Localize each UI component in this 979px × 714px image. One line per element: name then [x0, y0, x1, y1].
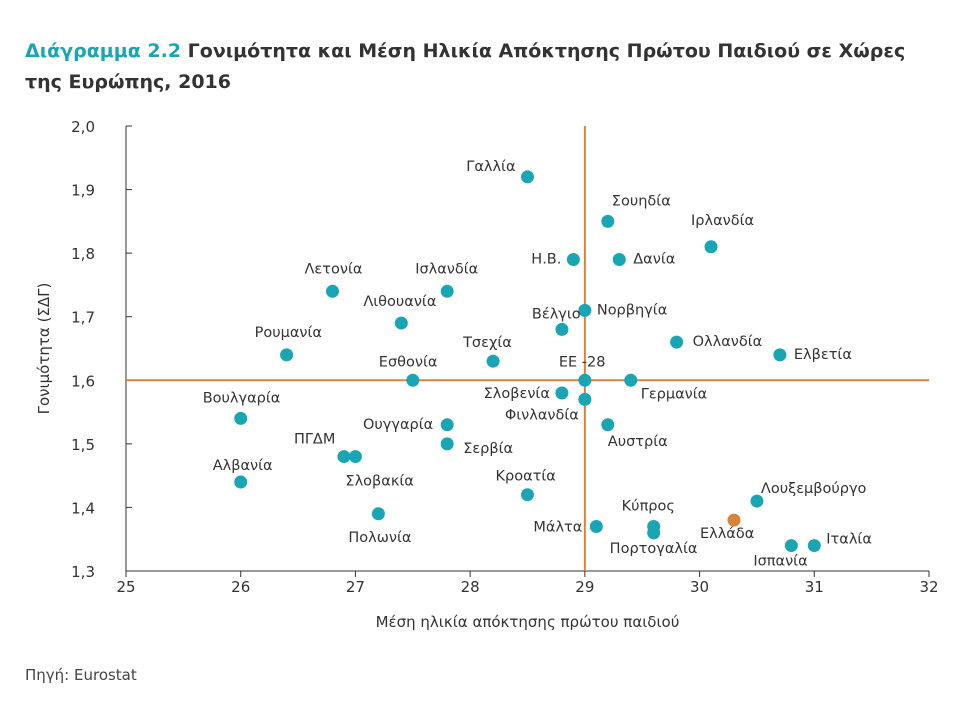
data-label-Σερβία: Σερβία	[463, 441, 513, 457]
data-label-Πορτογαλία: Πορτογαλία	[610, 541, 698, 557]
data-point-Ιρλανδία	[704, 240, 718, 254]
data-point-Λιθουανία	[394, 316, 408, 330]
x-tick-label: 30	[690, 578, 709, 596]
data-label-Ελλάδα: Ελλάδα	[700, 526, 754, 542]
data-label-Μάλτα: Μάλτα	[533, 520, 582, 536]
data-point-ΕΕ--28	[578, 373, 592, 387]
data-point-Κροατία	[521, 488, 534, 502]
x-tick-label: 32	[919, 578, 938, 596]
data-point-Ρουμανία	[280, 348, 294, 362]
data-label-Βέλγιο: Βέλγιο	[532, 306, 581, 322]
data-label-Τσεχία: Τσεχία	[462, 335, 512, 351]
y-tick-label: 1,3	[71, 563, 95, 581]
data-label-Δανία: Δανία	[633, 252, 675, 268]
data-point-Σλοβακία	[348, 450, 362, 464]
data-label-Ιταλία: Ιταλία	[826, 532, 872, 548]
data-label-Βουλγαρία: Βουλγαρία	[203, 390, 281, 406]
data-point-Η.Β.	[566, 253, 580, 266]
y-tick-label: 1,7	[71, 309, 95, 327]
y-tick-label: 1,9	[71, 182, 95, 200]
x-tick-label: 31	[805, 578, 824, 596]
data-point-Λετονία	[325, 284, 339, 298]
data-point-Λουξεμβούργο	[750, 494, 764, 508]
y-axis-label: Γονιμότητα (ΣΔΓ)	[35, 283, 53, 415]
y-tick-label: 1,8	[71, 245, 95, 263]
data-label-Ολλανδία: Ολλανδία	[693, 334, 763, 350]
data-label-Σλοβενία: Σλοβενία	[484, 386, 550, 402]
data-point-Σλοβενία	[555, 386, 569, 400]
y-tick-label: 2,0	[71, 118, 95, 136]
data-label-Γαλλία: Γαλλία	[466, 159, 515, 175]
data-point-Φινλανδία	[578, 392, 592, 406]
data-label-Νορβηγία: Νορβηγία	[597, 302, 667, 318]
x-axis-label: Μέση ηλικία απόκτησης πρώτου παιδιού	[376, 613, 680, 631]
y-tick-label: 1,6	[71, 372, 95, 390]
data-label-Ουγγαρία: Ουγγαρία	[363, 417, 433, 433]
data-point-Βουλγαρία	[234, 411, 248, 425]
data-label-Σλοβακία: Σλοβακία	[345, 474, 413, 490]
data-point-Ολλανδία	[670, 335, 684, 349]
x-tick-label: 27	[346, 578, 365, 596]
data-point-Γαλλία	[521, 170, 534, 184]
data-label-Ρουμανία: Ρουμανία	[255, 325, 322, 341]
data-label-Ιρλανδία: Ιρλανδία	[691, 213, 754, 229]
x-tick-label: 29	[575, 578, 594, 596]
data-label-Εσθονία: Εσθονία	[379, 354, 438, 370]
x-tick-label: 26	[231, 578, 250, 596]
data-point-Ελλάδα	[727, 513, 741, 527]
data-point-Σερβία	[440, 437, 454, 451]
data-label-Αλβανία: Αλβανία	[213, 458, 273, 474]
data-point-Ουγγαρία	[440, 418, 454, 432]
figure-number: Διάγραμμα 2.2	[25, 40, 182, 62]
data-label-Λουξεμβούργο: Λουξεμβούργο	[761, 481, 867, 497]
x-tick-label: 28	[461, 578, 480, 596]
data-label-Γερμανία: Γερμανία	[641, 386, 707, 402]
source-note: Πηγή: Eurostat	[25, 666, 137, 684]
data-point-Τσεχία	[486, 354, 500, 368]
data-label-Ελβετία: Ελβετία	[794, 347, 852, 363]
data-label-ΕΕ--28: ΕΕ -28	[559, 354, 606, 370]
figure-title-text: Γονιμότητα και Μέση Ηλικία Απόκτησης Πρώ…	[25, 40, 906, 93]
data-point-Πορτογαλία	[647, 526, 661, 540]
x-tick-label: 25	[116, 578, 135, 596]
data-label-Αυστρία: Αυστρία	[608, 434, 668, 450]
data-label-Λιθουανία: Λιθουανία	[363, 294, 436, 310]
data-label-Ισλανδία: Ισλανδία	[415, 261, 478, 277]
data-label-Σουηδία: Σουηδία	[612, 193, 671, 209]
data-point-Νορβηγία	[578, 303, 592, 317]
data-point-Αλβανία	[234, 475, 248, 489]
data-label-Φινλανδία: Φινλανδία	[505, 407, 579, 423]
data-label-Κροατία: Κροατία	[496, 469, 556, 485]
data-label-Λετονία: Λετονία	[304, 261, 362, 277]
data-point-Δανία	[612, 253, 626, 266]
data-point-ΠΓΔΜ	[337, 450, 351, 464]
data-point-Ελβετία	[773, 348, 787, 362]
data-point-Αυστρία	[601, 418, 615, 432]
data-point-Γερμανία	[624, 373, 638, 387]
y-tick-label: 1,5	[71, 436, 95, 454]
data-point-Μάλτα	[589, 520, 603, 533]
y-tick-label: 1,4	[71, 499, 95, 517]
data-label-Ισπανία: Ισπανία	[753, 554, 807, 570]
data-point-Ισλανδία	[440, 284, 454, 298]
data-point-Σουηδία	[601, 214, 615, 228]
data-label-ΠΓΔΜ: ΠΓΔΜ	[294, 432, 335, 448]
data-point-Βέλγιο	[555, 322, 569, 336]
data-label-Η.Β.: Η.Β.	[531, 252, 561, 268]
data-point-Ιταλία	[807, 539, 821, 553]
data-point-Εσθονία	[406, 373, 420, 387]
data-point-Ισπανία	[784, 539, 798, 553]
data-label-Πολωνία: Πολωνία	[348, 530, 411, 546]
figure-title: Διάγραμμα 2.2 Γονιμότητα και Μέση Ηλικία…	[25, 36, 925, 98]
data-label-Κύπρος: Κύπρος	[622, 499, 675, 515]
data-point-Πολωνία	[371, 507, 385, 521]
